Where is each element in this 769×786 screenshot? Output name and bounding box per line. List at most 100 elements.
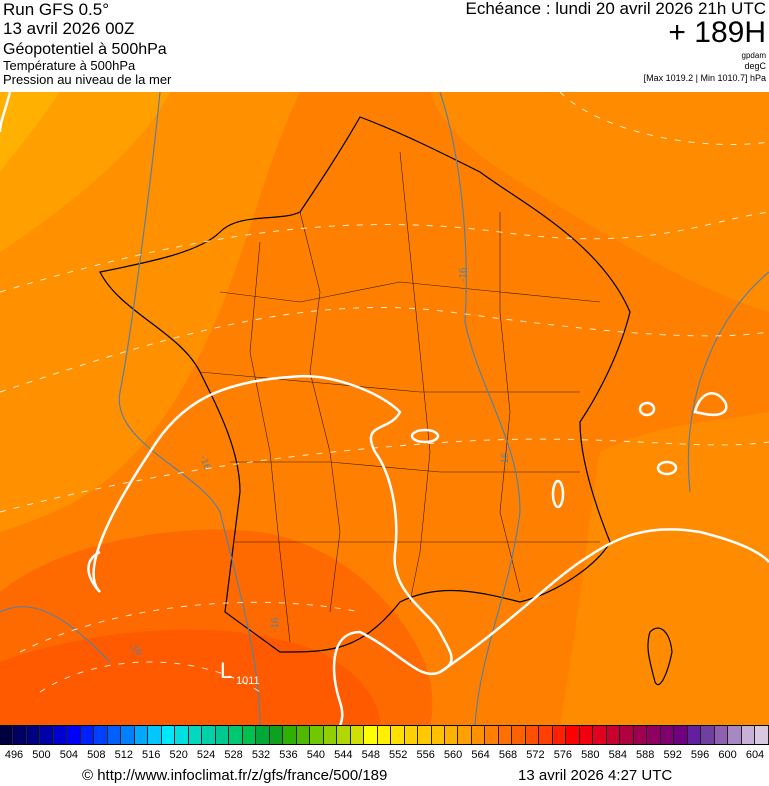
- color-scale-cell: [418, 726, 432, 744]
- color-scale-tick: 504: [59, 749, 79, 761]
- color-scale-tick: 576: [553, 749, 573, 761]
- color-scale-tick: 600: [718, 749, 737, 761]
- color-scale-tick: 580: [581, 749, 600, 761]
- color-scale-tick: 500: [32, 749, 51, 761]
- color-scale-cell: [107, 726, 122, 744]
- color-scale-cell: [94, 726, 108, 744]
- color-scale-cell: [593, 726, 607, 744]
- geopotential-contours: [0, 92, 769, 693]
- geo-band-east: [430, 92, 769, 312]
- color-scale-tick: 556: [416, 749, 435, 761]
- color-scale-cell: [134, 726, 149, 744]
- color-scale-cell: [539, 726, 553, 744]
- color-scale-cell: [566, 726, 580, 744]
- isotherm-label: -16: [270, 617, 281, 632]
- field-geopotential: Géopotentiel à 500hPa: [3, 41, 167, 58]
- color-scale-tick: 592: [663, 749, 682, 761]
- geo-band-southeast: [560, 412, 769, 725]
- color-scale-cell: [310, 726, 324, 744]
- color-scale-tick: 524: [196, 749, 216, 761]
- color-scale-cell: [728, 726, 742, 744]
- color-scale-cell: [175, 726, 189, 744]
- color-scale-tick: 520: [169, 749, 188, 761]
- unit-gpdam: gpdam: [741, 51, 766, 60]
- color-scale-cell: [714, 726, 729, 744]
- color-scale-tick: 516: [142, 749, 161, 761]
- color-scale-tick: 544: [334, 749, 353, 761]
- isotherm-label: -16: [500, 452, 511, 467]
- color-scale-cell: [404, 726, 419, 744]
- color-scale-tick: 572: [526, 749, 545, 761]
- color-scale-cell: [674, 726, 688, 744]
- color-scale-cell: [741, 726, 756, 744]
- color-scale-tick: 584: [608, 749, 627, 761]
- color-scale-cell: [755, 726, 769, 744]
- color-scale-cell: [552, 726, 567, 744]
- run-date: 13 avril 2026 00Z: [3, 19, 135, 38]
- color-scale-cell: [660, 726, 675, 744]
- color-scale-cell: [215, 726, 230, 744]
- color-scale-cell: [701, 726, 715, 744]
- source-url[interactable]: © http://www.infoclimat.fr/z/gfs/france/…: [82, 767, 388, 784]
- unit-degc: degC: [744, 61, 766, 71]
- geo-band-high: [0, 92, 300, 532]
- color-scale-cell: [350, 726, 365, 744]
- color-scale-cell: [269, 726, 284, 744]
- color-scale-ticks: 496 500 504 508 512 516 520 524 528 532 536 540 544 5…: [0, 749, 769, 763]
- color-scale-cell: [0, 726, 14, 744]
- isobars: [0, 92, 769, 725]
- department-borders: [199, 151, 601, 643]
- color-scale-cell: [485, 726, 499, 744]
- geo-band-highest: [0, 92, 60, 172]
- weather-map[interactable]: -16 -16 -16 -16 -16 L 1011: [0, 92, 769, 725]
- color-scale-cell: [40, 726, 54, 744]
- color-scale-tick: 596: [690, 749, 710, 761]
- color-scale-cell: [444, 726, 459, 744]
- color-scale-tick: 560: [443, 749, 463, 761]
- color-scale-tick: 604: [745, 749, 765, 761]
- pressure-range: [Max 1019.2 | Min 1010.7] hPa: [643, 73, 766, 83]
- isotherm-label: -16: [458, 267, 469, 282]
- color-scale-cell: [323, 726, 338, 744]
- color-scale-cell: [296, 726, 311, 744]
- isotherms: [0, 92, 769, 725]
- color-scale-tick: 532: [251, 749, 271, 761]
- color-scale-cell: [121, 726, 135, 744]
- geo-band-higher: [0, 92, 170, 252]
- color-scale-cell: [188, 726, 203, 744]
- color-scale-cell: [13, 726, 27, 744]
- low-pressure-marker: L: [220, 658, 232, 683]
- color-scale-tick: 552: [389, 749, 408, 761]
- color-scale-cell: [579, 726, 594, 744]
- color-scale-cell: [606, 726, 621, 744]
- color-scale-cell: [337, 726, 351, 744]
- color-scale-cell: [80, 726, 95, 744]
- color-scale-tick: 548: [361, 749, 380, 761]
- color-scale-cell: [53, 726, 68, 744]
- color-scale-cell: [512, 726, 526, 744]
- color-scale-cell: [391, 726, 405, 744]
- geo-band-lowest: [0, 629, 380, 725]
- color-scale-tick: 512: [114, 749, 133, 761]
- color-scale-tick: 528: [224, 749, 243, 761]
- color-scale-cell: [471, 726, 486, 744]
- color-scale-tick: 536: [279, 749, 298, 761]
- color-scale-cell: [148, 726, 162, 744]
- color-scale-tick: 564: [471, 749, 490, 761]
- color-scale-cell: [377, 726, 392, 744]
- color-scale-cell: [431, 726, 445, 744]
- color-scale-cell: [498, 726, 513, 744]
- color-scale-tick: 568: [498, 749, 518, 761]
- run-title: Run GFS 0.5°: [3, 0, 110, 19]
- low-pressure-value: 1011: [236, 675, 260, 687]
- forecast-time: Echéance : lundi 20 avril 2026 21h UTC: [465, 0, 766, 18]
- color-scale-tick: 588: [636, 749, 655, 761]
- color-scale-tick: 540: [306, 749, 326, 761]
- generated-timestamp: 13 avril 2026 4:27 UTC: [518, 767, 673, 784]
- lead-time: + 189H: [668, 16, 766, 49]
- color-scale-cell: [256, 726, 270, 744]
- color-scale-cell: [26, 726, 41, 744]
- color-scale-cell: [229, 726, 243, 744]
- coastline: [99, 116, 673, 686]
- color-scale-cell: [458, 726, 472, 744]
